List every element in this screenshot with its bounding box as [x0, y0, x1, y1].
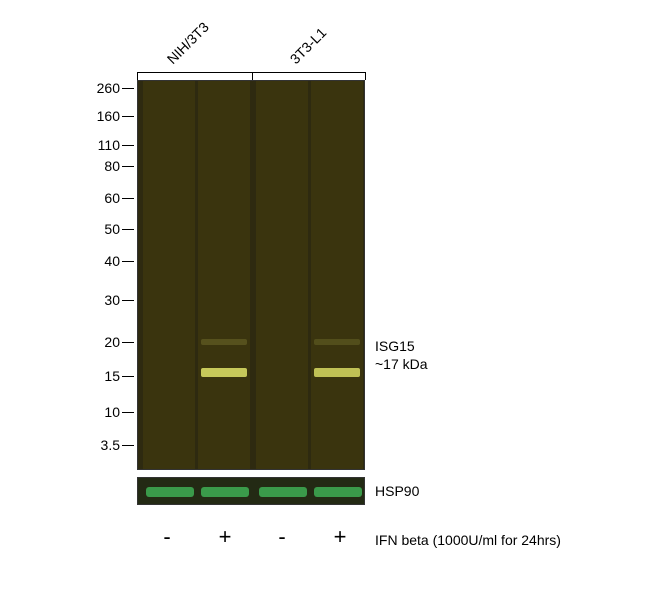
mw-tick-60 — [122, 198, 134, 199]
band-0 — [201, 368, 247, 377]
target-label: ISG15 — [375, 338, 415, 354]
band-3 — [314, 339, 360, 345]
hsp90-blot — [137, 477, 365, 505]
mw-tick-40 — [122, 261, 134, 262]
mw-label-80: 80 — [80, 158, 120, 174]
hsp-band-3 — [314, 487, 362, 497]
treatment-label: IFN beta (1000U/ml for 24hrs) — [375, 532, 561, 548]
bracket-0 — [137, 72, 252, 73]
mw-label-110: 110 — [80, 137, 120, 153]
lane-2 — [256, 81, 308, 469]
mw-tick-10 — [122, 412, 134, 413]
band-2 — [314, 368, 360, 377]
mw-label-10: 10 — [80, 404, 120, 420]
hsp-band-2 — [259, 487, 307, 497]
mw-label-40: 40 — [80, 253, 120, 269]
mw-tick-20 — [122, 342, 134, 343]
mw-label-50: 50 — [80, 221, 120, 237]
bracket-0-tick-l — [137, 72, 138, 80]
mw-tick-3.5 — [122, 445, 134, 446]
bracket-1-tick-r — [365, 72, 366, 80]
mw-label-15: 15 — [80, 368, 120, 384]
treatment-lane-2: - — [262, 524, 302, 550]
bracket-1 — [252, 72, 365, 73]
cell-line-label-0: NIH/3T3 — [164, 19, 212, 67]
mw-label-30: 30 — [80, 292, 120, 308]
mw-label-3.5: 3.5 — [80, 437, 120, 453]
mw-tick-110 — [122, 145, 134, 146]
treatment-lane-3: + — [320, 524, 360, 550]
mw-tick-30 — [122, 300, 134, 301]
main-blot — [137, 80, 365, 470]
mw-label-60: 60 — [80, 190, 120, 206]
treatment-lane-1: + — [205, 524, 245, 550]
loading-control-label: HSP90 — [375, 483, 419, 499]
lane-0 — [143, 81, 195, 469]
bracket-1-tick-l — [252, 72, 253, 80]
mw-label-20: 20 — [80, 334, 120, 350]
treatment-lane-0: - — [147, 524, 187, 550]
figure-container: { "cell_lines": [ { "name": "NIH/3T3", "… — [0, 0, 650, 607]
mw-tick-260 — [122, 88, 134, 89]
band-1 — [201, 339, 247, 345]
target-size-label: ~17 kDa — [375, 356, 428, 372]
mw-label-260: 260 — [80, 80, 120, 96]
mw-tick-160 — [122, 116, 134, 117]
mw-label-160: 160 — [80, 108, 120, 124]
mw-tick-80 — [122, 166, 134, 167]
cell-line-label-1: 3T3-L1 — [287, 24, 330, 67]
mw-tick-50 — [122, 229, 134, 230]
hsp-band-0 — [146, 487, 194, 497]
hsp-band-1 — [201, 487, 249, 497]
lane-3 — [311, 81, 363, 469]
mw-tick-15 — [122, 376, 134, 377]
lane-1 — [198, 81, 250, 469]
